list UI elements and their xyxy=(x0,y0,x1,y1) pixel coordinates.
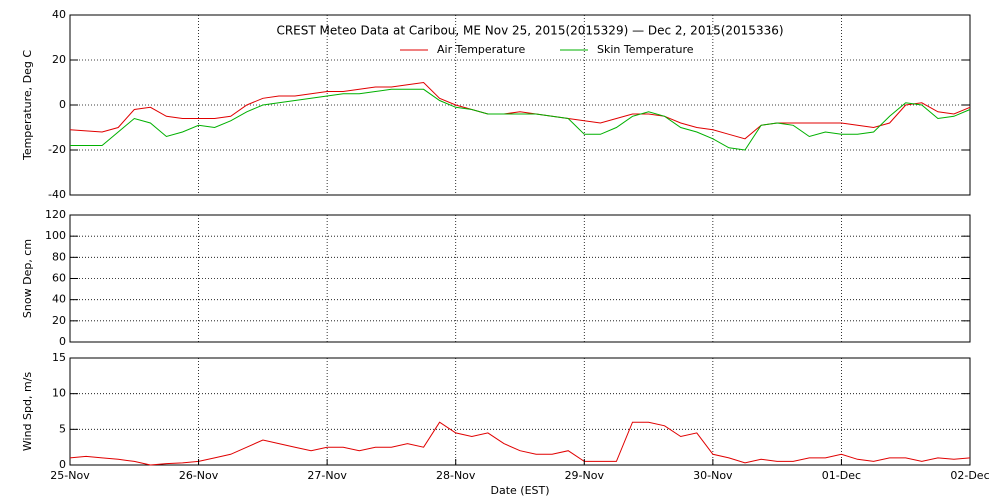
y-tick-label: 100 xyxy=(45,229,66,242)
legend-label: Skin Temperature xyxy=(597,43,694,56)
y-axis-label: Snow Dep, cm xyxy=(21,239,34,318)
y-tick-label: 5 xyxy=(59,422,66,435)
x-tick-label: 28-Nov xyxy=(436,469,476,482)
x-tick-label: 02-Dec xyxy=(950,469,989,482)
y-tick-label: 40 xyxy=(52,293,66,306)
plot-frame xyxy=(69,357,971,466)
y-axis-label: Temperature, Deg C xyxy=(21,50,34,161)
x-tick-label: 30-Nov xyxy=(693,469,733,482)
y-tick-label: 40 xyxy=(52,8,66,21)
x-tick-label: 26-Nov xyxy=(179,469,219,482)
y-tick-label: 10 xyxy=(52,387,66,400)
y-tick-label: 60 xyxy=(52,272,66,285)
y-tick-label: 20 xyxy=(52,314,66,327)
y-tick-label: -20 xyxy=(48,143,66,156)
y-tick-label: 0 xyxy=(59,458,66,471)
y-tick-label: -40 xyxy=(48,188,66,201)
legend-label: Air Temperature xyxy=(437,43,526,56)
y-tick-label: 15 xyxy=(52,351,66,364)
y-tick-label: 0 xyxy=(59,335,66,348)
x-tick-label: 01-Dec xyxy=(822,469,861,482)
y-tick-label: 80 xyxy=(52,250,66,263)
x-axis-label: Date (EST) xyxy=(490,484,549,497)
data-line xyxy=(69,81,971,140)
x-tick-label: 25-Nov xyxy=(50,469,90,482)
y-tick-label: 20 xyxy=(52,53,66,66)
plot-frame xyxy=(69,214,971,343)
y-tick-label: 120 xyxy=(45,208,66,221)
y-tick-label: 0 xyxy=(59,98,66,111)
y-axis-label: Wind Spd, m/s xyxy=(21,372,34,452)
data-line xyxy=(69,421,971,466)
chart-title: CREST Meteo Data at Caribou, ME Nov 25, … xyxy=(276,24,783,38)
data-line xyxy=(70,88,971,151)
x-tick-label: 29-Nov xyxy=(565,469,605,482)
plot-frame xyxy=(69,14,971,196)
x-tick-label: 27-Nov xyxy=(307,469,347,482)
